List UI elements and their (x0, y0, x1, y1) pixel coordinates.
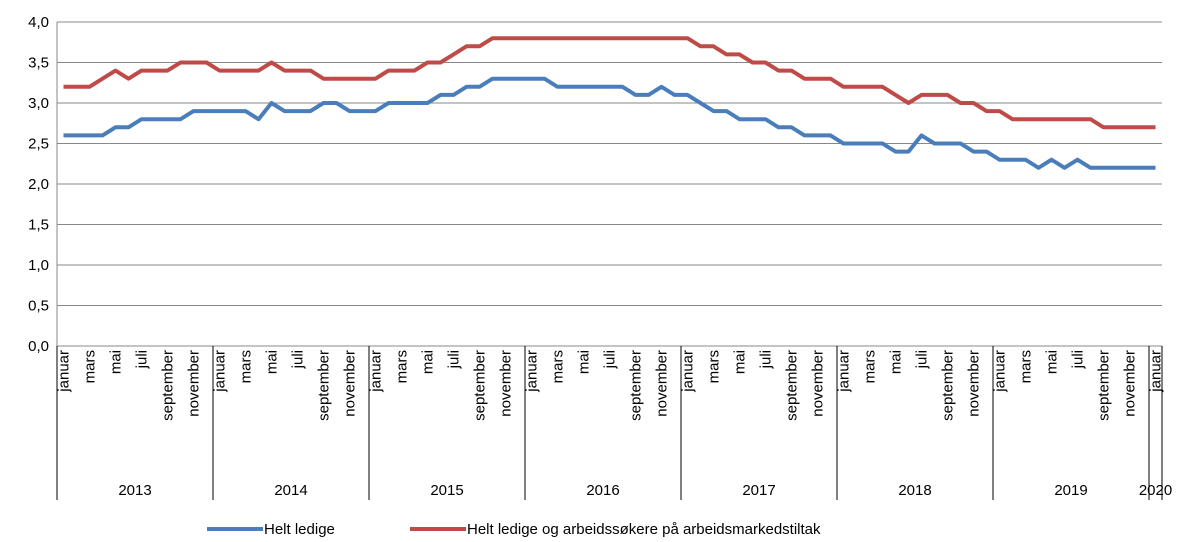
legend-label: Helt ledige og arbeidssøkere på arbeidsm… (467, 521, 821, 538)
x-tick-label: november (498, 350, 515, 417)
x-group-label: 2014 (274, 482, 307, 499)
x-tick-label: juli (446, 350, 463, 369)
x-tick-label: mars (1018, 350, 1035, 383)
x-tick-label: november (342, 350, 359, 417)
y-tick-label: 4,0 (28, 14, 49, 31)
x-tick-label: mars (238, 350, 255, 383)
y-tick-label: 0,5 (28, 298, 49, 315)
x-tick-label: november (1122, 350, 1139, 417)
x-tick-label: mai (264, 350, 281, 374)
x-tick-label: mai (888, 350, 905, 374)
x-tick-label: januar (212, 350, 229, 393)
x-tick-label: november (654, 350, 671, 417)
x-tick-label: mars (394, 350, 411, 383)
x-tick-label: mars (706, 350, 723, 383)
x-tick-label: november (966, 350, 983, 417)
x-tick-label: september (1096, 350, 1113, 421)
x-tick-label: mai (108, 350, 125, 374)
x-tick-label: januar (836, 350, 853, 393)
x-tick-label: mai (1044, 350, 1061, 374)
x-tick-label: mars (550, 350, 567, 383)
x-tick-label: september (628, 350, 645, 421)
x-group-label: 2016 (586, 482, 619, 499)
x-tick-label: januar (524, 350, 541, 393)
x-tick-label: november (186, 350, 203, 417)
x-tick-label: september (472, 350, 489, 421)
x-tick-label: november (810, 350, 827, 417)
x-tick-label: juli (1070, 350, 1087, 369)
x-tick-label: september (316, 350, 333, 421)
x-group-label: 2015 (430, 482, 463, 499)
x-tick-label: januar (368, 350, 385, 393)
x-group-label: 2020 (1139, 482, 1172, 499)
x-tick-label: juli (602, 350, 619, 369)
x-group-label: 2013 (118, 482, 151, 499)
y-tick-label: 1,0 (28, 257, 49, 274)
x-group-label: 2019 (1054, 482, 1087, 499)
x-tick-label: juli (134, 350, 151, 369)
x-tick-label: september (940, 350, 957, 421)
x-tick-label: januar (1148, 350, 1165, 393)
series-line (63, 76, 1156, 170)
x-tick-label: mai (732, 350, 749, 374)
x-tick-label: juli (290, 350, 307, 369)
legend-label: Helt ledige (264, 521, 335, 538)
x-tick-label: september (160, 350, 177, 421)
x-tick-label: mars (862, 350, 879, 383)
y-tick-label: 3,5 (28, 55, 49, 72)
x-tick-label: juli (758, 350, 775, 369)
x-tick-label: januar (680, 350, 697, 393)
y-tick-label: 3,0 (28, 95, 49, 112)
x-tick-label: mai (576, 350, 593, 374)
series-line (63, 36, 1156, 130)
y-tick-label: 1,5 (28, 217, 49, 234)
y-tick-label: 2,5 (28, 136, 49, 153)
x-tick-label: januar (992, 350, 1009, 393)
x-tick-label: januar (56, 350, 73, 393)
y-tick-label: 2,0 (28, 176, 49, 193)
x-group-label: 2018 (898, 482, 931, 499)
x-tick-label: juli (914, 350, 931, 369)
x-tick-label: mai (420, 350, 437, 374)
x-tick-label: september (784, 350, 801, 421)
y-tick-label: 0,0 (28, 338, 49, 355)
x-tick-label: mars (82, 350, 99, 383)
x-group-label: 2017 (742, 482, 775, 499)
